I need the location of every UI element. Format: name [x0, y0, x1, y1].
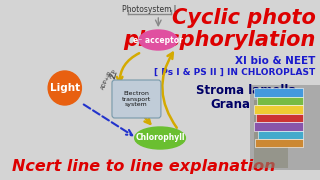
Bar — [254, 100, 288, 168]
Text: Light: Light — [50, 83, 80, 93]
Bar — [258, 131, 302, 139]
Text: Electron
transport
system: Electron transport system — [122, 91, 151, 107]
Bar — [253, 105, 302, 114]
Text: Grana: Grana — [211, 98, 251, 111]
Text: Photosystem I: Photosystem I — [123, 5, 177, 14]
Text: ADP+iP: ADP+iP — [100, 70, 113, 90]
Bar — [257, 97, 302, 105]
Ellipse shape — [139, 30, 178, 50]
Bar — [256, 114, 302, 122]
Ellipse shape — [48, 71, 81, 105]
Text: Chlorophyll: Chlorophyll — [135, 134, 185, 143]
Text: XI bio & NEET: XI bio & NEET — [235, 56, 316, 66]
Bar — [250, 85, 320, 170]
FancyBboxPatch shape — [112, 80, 161, 118]
Text: e⁻ acceptor: e⁻ acceptor — [133, 35, 183, 44]
Text: Cyclic photo: Cyclic photo — [172, 8, 316, 28]
Text: phosphorylation: phosphorylation — [123, 30, 316, 50]
Text: ATp: ATp — [108, 68, 117, 78]
Text: Stroma lamella: Stroma lamella — [196, 84, 296, 97]
Bar — [254, 88, 302, 97]
Ellipse shape — [135, 127, 185, 149]
Text: Ncert line to line explanation: Ncert line to line explanation — [12, 159, 275, 174]
Bar — [255, 139, 302, 147]
Text: [ Ps I & PS II ] IN CHLOROPLAST: [ Ps I & PS II ] IN CHLOROPLAST — [154, 68, 316, 77]
Bar — [254, 122, 302, 131]
